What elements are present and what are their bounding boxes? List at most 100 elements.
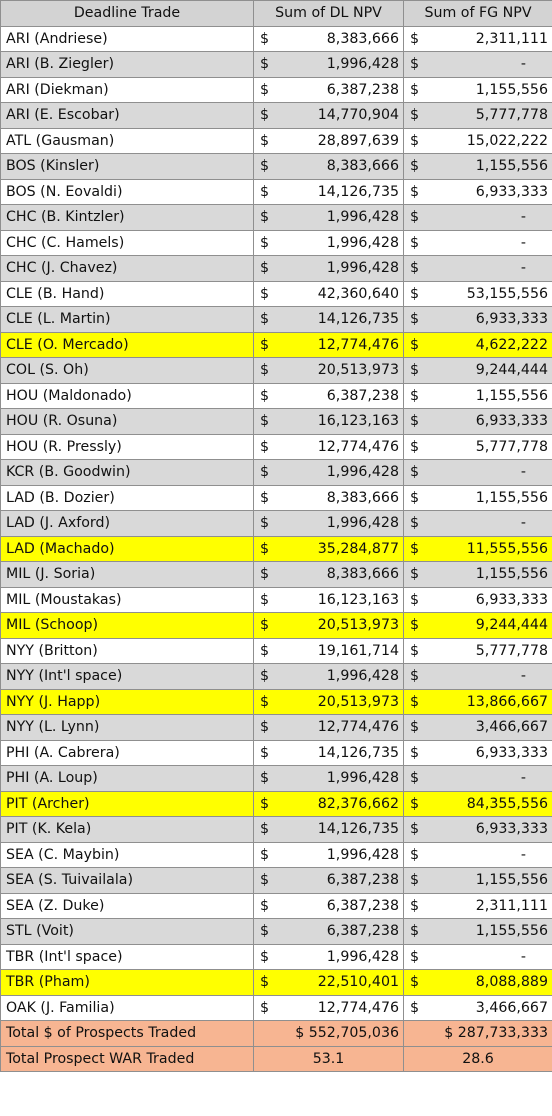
fg-npv-cell: $3,466,667 bbox=[403, 714, 552, 741]
currency-symbol: $ bbox=[260, 923, 270, 940]
dl-npv-value: 14,126,735 bbox=[317, 744, 399, 761]
currency-symbol: $ bbox=[260, 183, 270, 200]
trade-name: NYY (L. Lynn) bbox=[0, 714, 254, 741]
fg-npv-value: 9,244,444 bbox=[475, 617, 548, 634]
currency-symbol: $ bbox=[410, 158, 420, 175]
fg-npv-value: 1,155,556 bbox=[475, 872, 548, 889]
dl-npv-value: 42,360,640 bbox=[317, 285, 399, 302]
currency-symbol: $ bbox=[410, 464, 420, 481]
fg-npv-value: - bbox=[520, 260, 526, 277]
table-row: CLE (L. Martin) $14,126,735 $6,933,333 bbox=[0, 306, 552, 333]
dl-npv-value: 1,996,428 bbox=[326, 948, 399, 965]
currency-symbol: $ bbox=[260, 209, 270, 226]
dl-npv-cell: $12,774,476 bbox=[253, 994, 404, 1021]
fg-npv-value: 1,155,556 bbox=[475, 81, 548, 98]
table-row: CHC (J. Chavez) $1,996,428 $ - bbox=[0, 255, 552, 282]
trade-name: TBR (Pham) bbox=[0, 969, 254, 996]
fg-npv-cell: $ - bbox=[403, 765, 552, 792]
fg-npv-cell: $15,022,222 bbox=[403, 127, 552, 154]
table-row: NYY (Int'l space) $1,996,428 $ - bbox=[0, 663, 552, 690]
currency-symbol: $ bbox=[260, 591, 270, 608]
currency-symbol: $ bbox=[410, 693, 420, 710]
currency-symbol: $ bbox=[260, 770, 270, 787]
trade-name: MIL (Schoop) bbox=[0, 612, 254, 639]
currency-symbol: $ bbox=[260, 132, 270, 149]
total-money-row: Total $ of Prospects Traded $ 552,705,03… bbox=[0, 1020, 552, 1047]
fg-npv-cell: $ - bbox=[403, 841, 552, 868]
currency-symbol: $ bbox=[260, 974, 270, 991]
trade-name: COL (S. Oh) bbox=[0, 357, 254, 384]
fg-npv-value: 6,933,333 bbox=[475, 821, 548, 838]
table-row: COL (S. Oh) $20,513,973 $9,244,444 bbox=[0, 357, 552, 384]
currency-symbol: $ bbox=[260, 489, 270, 506]
dl-npv-value: 12,774,476 bbox=[317, 719, 399, 736]
dl-npv-cell: $14,770,904 bbox=[253, 102, 404, 129]
fg-npv-value: - bbox=[520, 209, 526, 226]
fg-npv-value: 6,933,333 bbox=[475, 413, 548, 430]
dl-npv-value: 12,774,476 bbox=[317, 336, 399, 353]
currency-symbol: $ bbox=[260, 311, 270, 328]
trade-name: CHC (C. Hamels) bbox=[0, 229, 254, 256]
table-row: HOU (R. Pressly) $12,774,476 $5,777,778 bbox=[0, 433, 552, 460]
table-row: NYY (Britton) $19,161,714 $5,777,778 bbox=[0, 637, 552, 664]
currency-symbol: $ bbox=[260, 642, 270, 659]
dl-npv-cell: $1,996,428 bbox=[253, 229, 404, 256]
table-row: MIL (Moustakas) $16,123,163 $6,933,333 bbox=[0, 586, 552, 613]
fg-npv-cell: $6,933,333 bbox=[403, 816, 552, 843]
dl-npv-cell: $82,376,662 bbox=[253, 790, 404, 817]
currency-symbol: $ bbox=[410, 209, 420, 226]
fg-npv-cell: $8,088,889 bbox=[403, 969, 552, 996]
fg-npv-value: 13,866,667 bbox=[466, 693, 548, 710]
fg-npv-value: - bbox=[520, 464, 526, 481]
fg-npv-value: 1,155,556 bbox=[475, 923, 548, 940]
fg-npv-value: 3,466,667 bbox=[475, 719, 548, 736]
currency-symbol: $ bbox=[410, 336, 420, 353]
fg-npv-value: 5,777,778 bbox=[475, 642, 548, 659]
dl-npv-value: 6,387,238 bbox=[326, 387, 399, 404]
fg-npv-value: - bbox=[520, 770, 526, 787]
table-row: PHI (A. Loup) $1,996,428 $ - bbox=[0, 765, 552, 792]
dl-npv-value: 20,513,973 bbox=[317, 362, 399, 379]
trade-name: ARI (Andriese) bbox=[0, 25, 254, 52]
fg-npv-value: 11,555,556 bbox=[466, 540, 548, 557]
trade-name: TBR (Int'l space) bbox=[0, 943, 254, 970]
dl-npv-cell: $6,387,238 bbox=[253, 892, 404, 919]
currency-symbol: $ bbox=[410, 846, 420, 863]
dl-npv-value: 8,383,666 bbox=[326, 566, 399, 583]
fg-npv-value: 5,777,778 bbox=[475, 107, 548, 124]
fg-npv-cell: $ - bbox=[403, 459, 552, 486]
currency-symbol: $ bbox=[260, 413, 270, 430]
currency-symbol: $ bbox=[410, 923, 420, 940]
fg-npv-cell: $2,311,111 bbox=[403, 892, 552, 919]
dl-npv-cell: $8,383,666 bbox=[253, 153, 404, 180]
trade-name: KCR (B. Goodwin) bbox=[0, 459, 254, 486]
fg-npv-value: - bbox=[520, 515, 526, 532]
fg-npv-value: 1,155,556 bbox=[475, 566, 548, 583]
currency-symbol: $ bbox=[260, 107, 270, 124]
currency-symbol: $ bbox=[410, 897, 420, 914]
trade-name: CLE (B. Hand) bbox=[0, 280, 254, 307]
currency-symbol: $ bbox=[260, 438, 270, 455]
currency-symbol: $ bbox=[410, 744, 420, 761]
currency-symbol: $ bbox=[410, 183, 420, 200]
currency-symbol: $ bbox=[260, 795, 270, 812]
currency-symbol: $ bbox=[410, 617, 420, 634]
trade-name: MIL (Moustakas) bbox=[0, 586, 254, 613]
dl-npv-value: 20,513,973 bbox=[317, 617, 399, 634]
currency-symbol: $ bbox=[410, 489, 420, 506]
trade-name: PHI (A. Loup) bbox=[0, 765, 254, 792]
dl-npv-value: 14,126,735 bbox=[317, 311, 399, 328]
dl-npv-value: 6,387,238 bbox=[326, 923, 399, 940]
fg-npv-value: 1,155,556 bbox=[475, 387, 548, 404]
fg-npv-cell: $ - bbox=[403, 204, 552, 231]
table-row: OAK (J. Familia) $12,774,476 $3,466,667 bbox=[0, 994, 552, 1021]
currency-symbol: $ bbox=[260, 821, 270, 838]
fg-npv-cell: $5,777,778 bbox=[403, 102, 552, 129]
currency-symbol: $ bbox=[410, 387, 420, 404]
fg-npv-cell: $ - bbox=[403, 255, 552, 282]
fg-npv-value: 8,088,889 bbox=[475, 974, 548, 991]
dl-npv-cell: $6,387,238 bbox=[253, 867, 404, 894]
fg-npv-cell: $84,355,556 bbox=[403, 790, 552, 817]
dl-npv-cell: $1,996,428 bbox=[253, 510, 404, 537]
trade-name: BOS (N. Eovaldi) bbox=[0, 178, 254, 205]
